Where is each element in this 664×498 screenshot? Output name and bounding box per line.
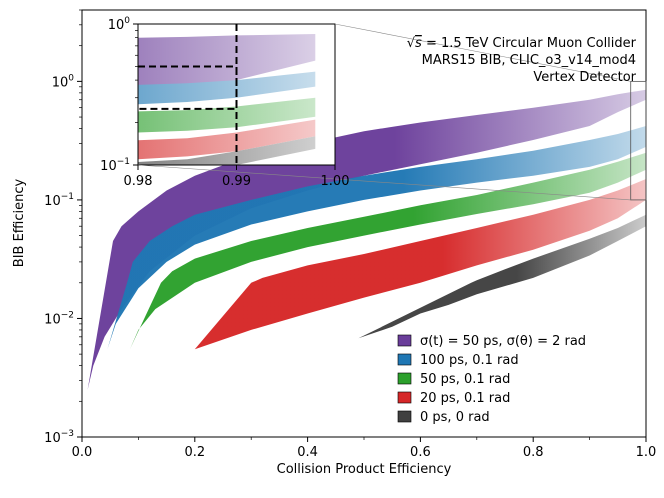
inset-band-2: [138, 71, 316, 105]
inset-reference-box: [138, 65, 238, 110]
y-tick-label: 10−3: [44, 429, 74, 446]
band-2: [107, 126, 646, 350]
x-axis-label: Collision Product Efficiency: [277, 462, 452, 477]
inset-y-tick-label: 10−1: [100, 157, 130, 174]
band-4: [194, 179, 646, 350]
legend-swatch: [397, 353, 412, 366]
annotation-line-2: MARS15 BIB, CLIC_o3_v14_mod4: [422, 53, 636, 68]
zoom-connector-top: [334, 23, 631, 82]
main-axis-ticks: 0.0 0.2 0.4 0.6 0.8 1.0 10−3 10−2 10−1 100: [44, 9, 657, 460]
annotation-line-1: √s = 1.5 TeV Circular Muon Collider: [407, 36, 637, 51]
legend-label: 0 ps, 0 rad: [420, 410, 490, 425]
legend-swatch: [397, 372, 412, 385]
inset-band-4: [138, 119, 316, 160]
inset-band-3: [138, 97, 316, 133]
legend-label: 100 ps, 0.1 rad: [420, 353, 519, 368]
inset-band-5: [138, 136, 316, 165]
zoom-connector-bottom: [137, 164, 631, 201]
y-tick-label: 10−2: [44, 310, 74, 327]
x-tick-label: 1.0: [636, 445, 657, 460]
legend-label: σ(t) = 50 ps, σ(θ) = 2 rad: [420, 334, 586, 349]
y-tick-label: 10−1: [44, 192, 74, 209]
x-tick-label: 0.8: [523, 445, 544, 460]
band-5: [358, 214, 646, 339]
inset-x-tick-label: 0.98: [124, 174, 153, 189]
inset-y-tick-label: 100: [108, 16, 131, 33]
legend-swatch: [397, 391, 412, 404]
x-tick-label: 0.2: [184, 445, 205, 460]
y-axis-label: BIB Efficiency: [12, 178, 27, 267]
inset-axis-ticks: 0.98 0.99 1.00 10−1 100: [100, 16, 349, 189]
inset-x-tick-label: 0.99: [222, 174, 251, 189]
annotation-line-3: Vertex Detector: [533, 70, 636, 85]
zoom-region-box: [630, 80, 647, 201]
legend-swatch: [397, 334, 412, 347]
band-3: [129, 152, 646, 350]
x-tick-label: 0.0: [72, 445, 93, 460]
inset-x-tick-label: 1.00: [321, 174, 350, 189]
legend: σ(t) = 50 ps, σ(θ) = 2 rad 100 ps, 0.1 ra…: [397, 334, 586, 425]
inset-band-1: [138, 34, 316, 94]
legend-label: 20 ps, 0.1 rad: [420, 391, 510, 406]
x-tick-label: 0.6: [410, 445, 431, 460]
annotation: √s = 1.5 TeV Circular Muon Collider MARS…: [407, 36, 637, 85]
y-tick-label: 100: [52, 73, 75, 90]
inset-bands: [138, 34, 316, 165]
legend-label: 50 ps, 0.1 rad: [420, 372, 510, 387]
legend-swatch: [397, 410, 412, 423]
x-tick-label: 0.4: [297, 445, 318, 460]
